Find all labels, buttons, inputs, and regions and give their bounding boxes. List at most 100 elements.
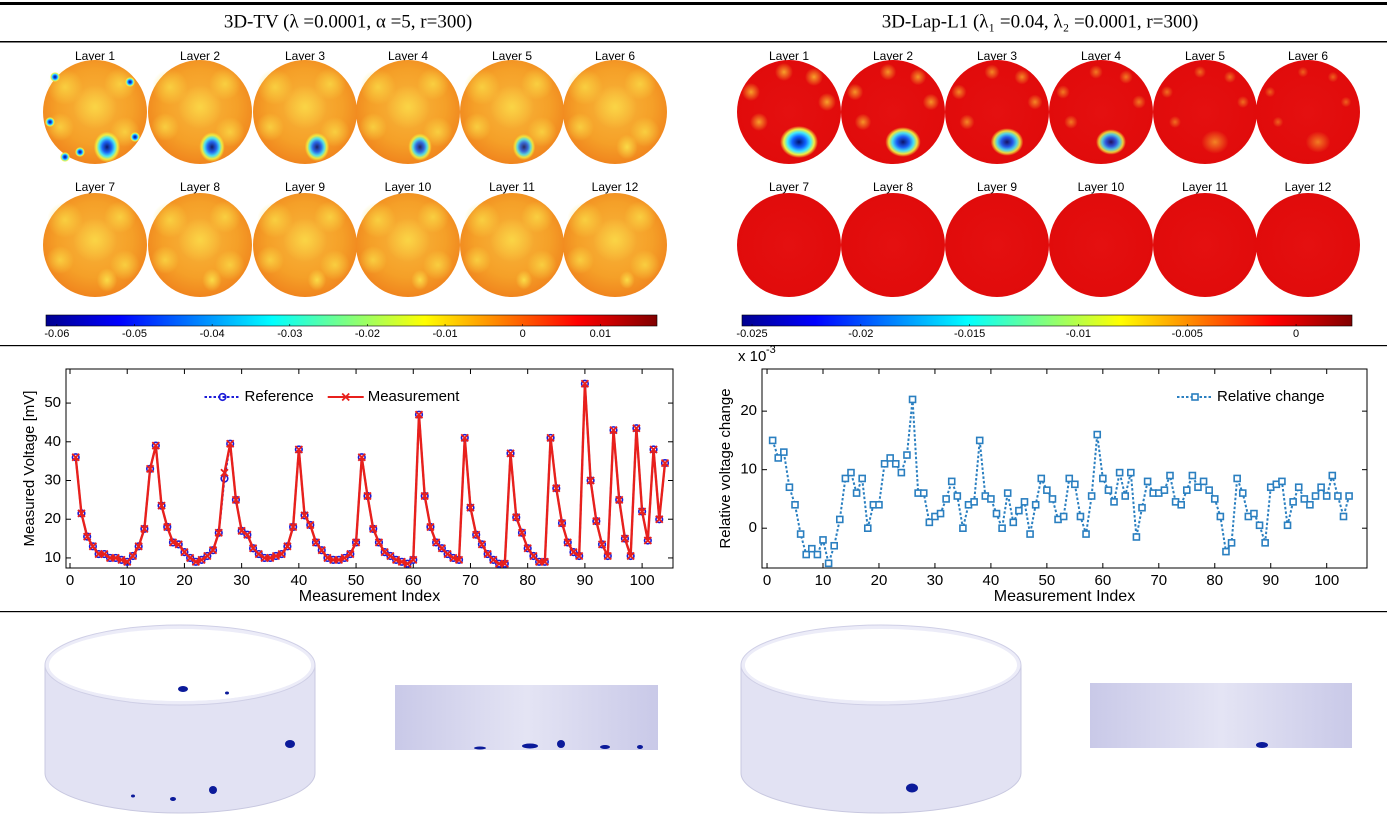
- layer-feature: [386, 85, 430, 129]
- colorbar-tick-label: 0: [520, 328, 526, 340]
- y-tick-label: 10: [740, 461, 757, 478]
- layer-feature: [1265, 87, 1276, 98]
- data-point: [1016, 508, 1022, 514]
- data-point: [826, 560, 832, 566]
- layer-feature: [178, 218, 222, 262]
- layer-feature: [1119, 70, 1133, 84]
- layer-feature: [880, 64, 897, 81]
- layer-feature: [1096, 129, 1126, 155]
- layer-map: [945, 60, 1049, 164]
- layer-label: Layer 10: [385, 180, 432, 194]
- layer-label: Layer 11: [489, 180, 535, 194]
- layer-map: [253, 60, 357, 164]
- data-point: [949, 478, 955, 484]
- layer-feature: [283, 218, 327, 262]
- layer-map: [1049, 60, 1153, 164]
- data-point: [1033, 502, 1039, 508]
- layer-feature: [45, 117, 55, 127]
- layer-feature: [991, 128, 1024, 156]
- cylinder-3d: [741, 625, 1021, 813]
- x-tick-label: 100: [1314, 572, 1339, 589]
- layer-label: Layer 9: [285, 180, 325, 194]
- legend-label: Measurement: [368, 388, 461, 405]
- x-tick-label: 40: [291, 572, 308, 589]
- layer-feature: [566, 113, 594, 141]
- layer-feature: [178, 85, 222, 129]
- data-point: [1217, 513, 1223, 519]
- colorbar-tick-label: -0.02: [355, 328, 380, 340]
- layer-map: [356, 193, 460, 297]
- x-axis-label: Measurement Index: [299, 588, 440, 605]
- layer-feature: [256, 246, 284, 274]
- x-tick-label: 60: [405, 572, 422, 589]
- data-point: [1201, 478, 1207, 484]
- data-point: [1077, 513, 1083, 519]
- layer-map: [460, 193, 564, 297]
- y-tick-label: 50: [44, 394, 61, 411]
- data-point: [831, 543, 837, 549]
- layer-feature: [94, 132, 120, 163]
- data-point: [1044, 487, 1050, 493]
- data-point: [1111, 499, 1117, 505]
- data-point: [854, 490, 860, 496]
- data-point: [1223, 549, 1229, 555]
- colorbar-tick-label: -0.025: [736, 328, 767, 340]
- cylinder-3d: [45, 625, 315, 813]
- layer-map: [841, 60, 945, 164]
- data-point: [1105, 487, 1111, 493]
- layer-map: [43, 193, 147, 297]
- y-axis-label: Relative voltage change: [717, 388, 734, 548]
- layer-feature: [516, 270, 532, 289]
- layer-feature: [50, 72, 60, 82]
- x-tick-label: 60: [1094, 572, 1111, 589]
- data-point: [1100, 475, 1106, 481]
- data-point: [1139, 505, 1145, 511]
- layer-label: Layer 8: [873, 180, 913, 194]
- data-point: [1184, 487, 1190, 493]
- y-axis-label: Measured Voltage [mV]: [21, 391, 38, 547]
- data-point: [1167, 473, 1173, 479]
- colorbar-tick-label: -0.06: [44, 328, 69, 340]
- layer-map: [563, 60, 667, 164]
- layer-feature: [359, 246, 387, 274]
- layer-feature: [73, 85, 117, 129]
- legend-label: Relative change: [1217, 388, 1325, 405]
- layer-feature: [513, 134, 535, 160]
- layer-feature: [593, 218, 637, 262]
- data-point: [820, 537, 826, 543]
- layer-feature: [1306, 131, 1331, 152]
- layer-feature: [256, 113, 284, 141]
- data-point: [1335, 493, 1341, 499]
- x-tick-label: 40: [983, 572, 1000, 589]
- layer-feature: [490, 218, 534, 262]
- layer-map: [148, 193, 252, 297]
- data-point: [994, 511, 1000, 517]
- layer-feature: [855, 114, 872, 131]
- layer-feature: [411, 270, 428, 290]
- layer-disc: [1153, 193, 1257, 297]
- layer-feature: [283, 85, 327, 129]
- data-point: [1133, 534, 1139, 540]
- data-point: [837, 516, 843, 522]
- data-point: [1240, 490, 1246, 496]
- x-tick-label: 30: [927, 572, 944, 589]
- colorbar-tick-label: 0.01: [590, 328, 611, 340]
- layer-map: [945, 193, 1049, 297]
- data-point: [876, 502, 882, 508]
- colorbar: [742, 315, 1352, 326]
- data-point: [770, 437, 776, 443]
- layer-label: Layer 9: [977, 180, 1017, 194]
- layer-feature: [359, 113, 387, 141]
- data-point: [1027, 531, 1033, 537]
- layer-feature: [1028, 95, 1043, 110]
- data-point: [1038, 475, 1044, 481]
- y-tick-label: 20: [740, 402, 757, 419]
- layer-feature: [616, 135, 637, 160]
- layer-feature: [75, 147, 85, 157]
- layer-feature: [125, 77, 135, 87]
- colorbar-tick-label: -0.05: [122, 328, 147, 340]
- layer-disc: [945, 193, 1049, 297]
- layer-feature: [202, 269, 221, 292]
- data-point: [1122, 493, 1128, 499]
- layer-feature: [847, 84, 864, 101]
